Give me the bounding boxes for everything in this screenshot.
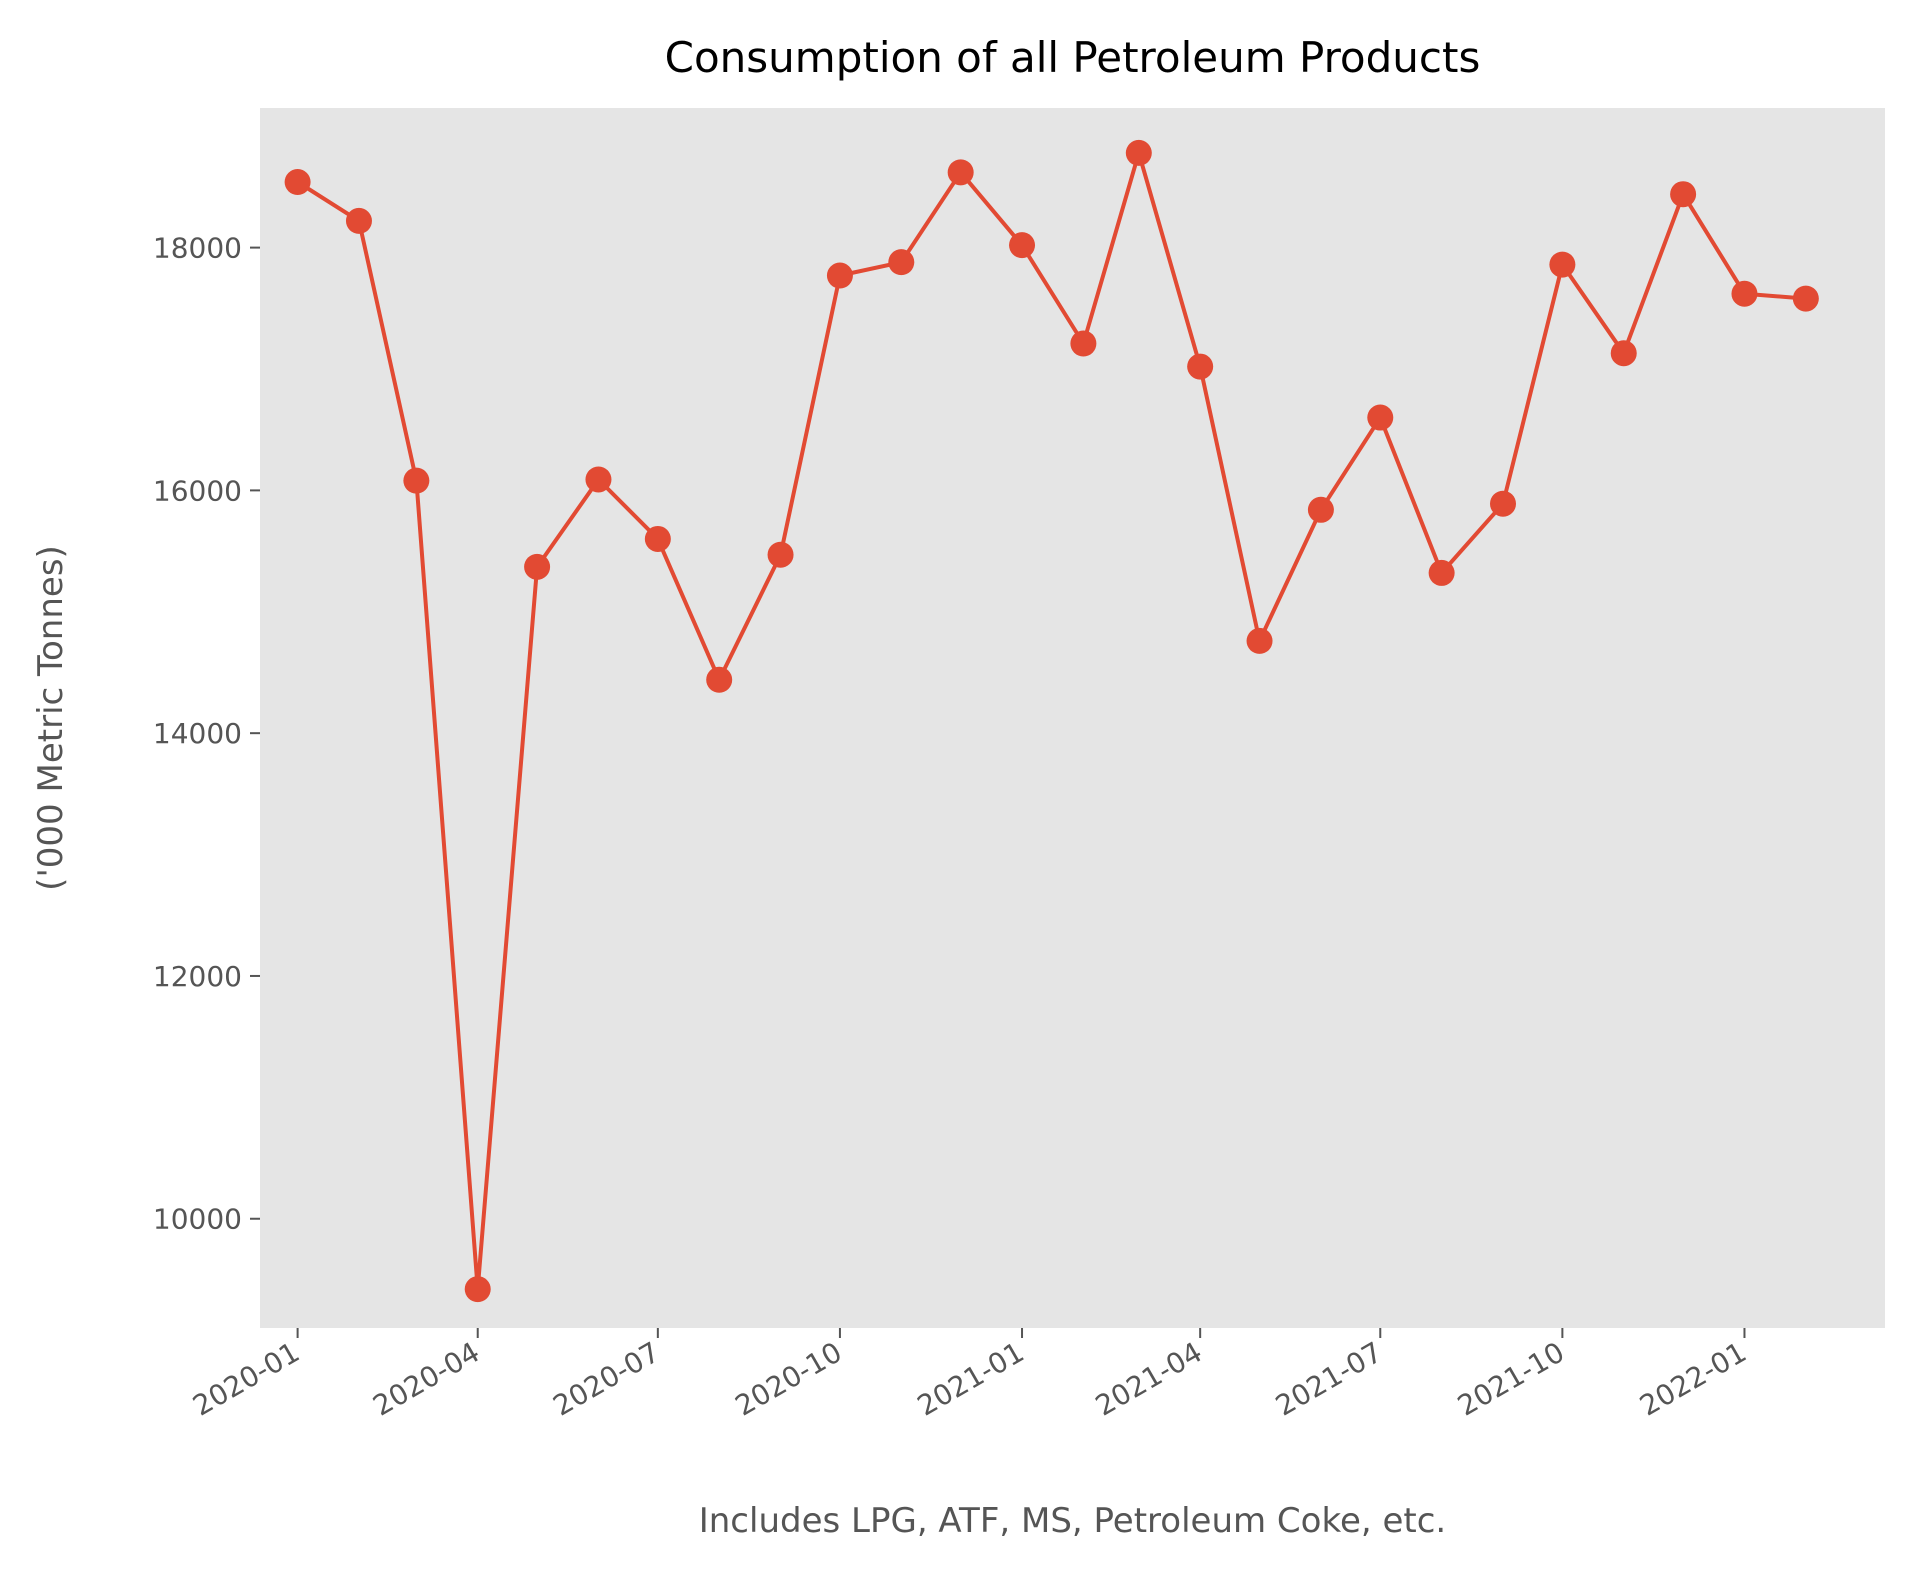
- y-tick-label: 18000: [153, 232, 242, 265]
- data-point: [1187, 353, 1214, 380]
- x-tick-label: 2020-01: [187, 1335, 305, 1422]
- data-point: [947, 159, 974, 186]
- y-tick-label: 14000: [153, 717, 242, 750]
- data-points: [284, 139, 1819, 1303]
- data-point: [767, 541, 794, 568]
- data-point: [888, 249, 915, 276]
- data-point: [1307, 496, 1334, 523]
- x-tick-label: 2020-10: [730, 1335, 848, 1422]
- data-point: [1125, 139, 1152, 166]
- data-point: [826, 262, 853, 289]
- x-tick-label: 2022-01: [1634, 1335, 1752, 1422]
- data-point: [1489, 490, 1516, 517]
- data-point: [1549, 251, 1576, 278]
- data-point: [1009, 232, 1036, 259]
- data-point: [1792, 285, 1819, 312]
- data-point: [464, 1276, 491, 1303]
- data-point: [524, 553, 551, 580]
- x-tick-label: 2021-10: [1452, 1335, 1570, 1422]
- x-axis-label: Includes LPG, ATF, MS, Petroleum Coke, e…: [699, 1501, 1447, 1541]
- x-tick-label: 2020-04: [367, 1335, 485, 1422]
- data-point: [585, 466, 612, 493]
- y-axis: 10000 12000 14000 16000 18000: [153, 232, 260, 1236]
- x-tick-label: 2021-01: [912, 1335, 1030, 1422]
- y-tick-label: 16000: [153, 474, 242, 507]
- y-tick-label: 10000: [153, 1203, 242, 1236]
- data-point: [1670, 181, 1697, 208]
- data-point: [284, 169, 311, 196]
- chart-title: Consumption of all Petroleum Products: [665, 33, 1481, 82]
- series-line: [296, 150, 1806, 1292]
- data-point: [1246, 627, 1273, 654]
- x-tick-label: 2021-07: [1270, 1335, 1388, 1422]
- data-point: [1428, 559, 1455, 586]
- y-axis-label: ('000 Metric Tonnes): [31, 545, 71, 891]
- data-point: [1070, 330, 1097, 357]
- x-axis: 2020-01 2020-04 2020-07 2020-10 2021-01 2021-…: [187, 1328, 1752, 1423]
- data-point: [1367, 404, 1394, 431]
- data-point: [403, 467, 430, 494]
- data-point: [1731, 280, 1758, 307]
- plot-area: [260, 108, 1885, 1328]
- y-tick-label: 12000: [153, 960, 242, 993]
- x-tick-label: 2021-04: [1090, 1335, 1208, 1422]
- x-tick-label: 2020-07: [548, 1335, 666, 1422]
- data-point: [1610, 340, 1637, 367]
- data-point: [706, 666, 733, 693]
- data-point: [345, 207, 372, 234]
- data-point: [644, 525, 671, 552]
